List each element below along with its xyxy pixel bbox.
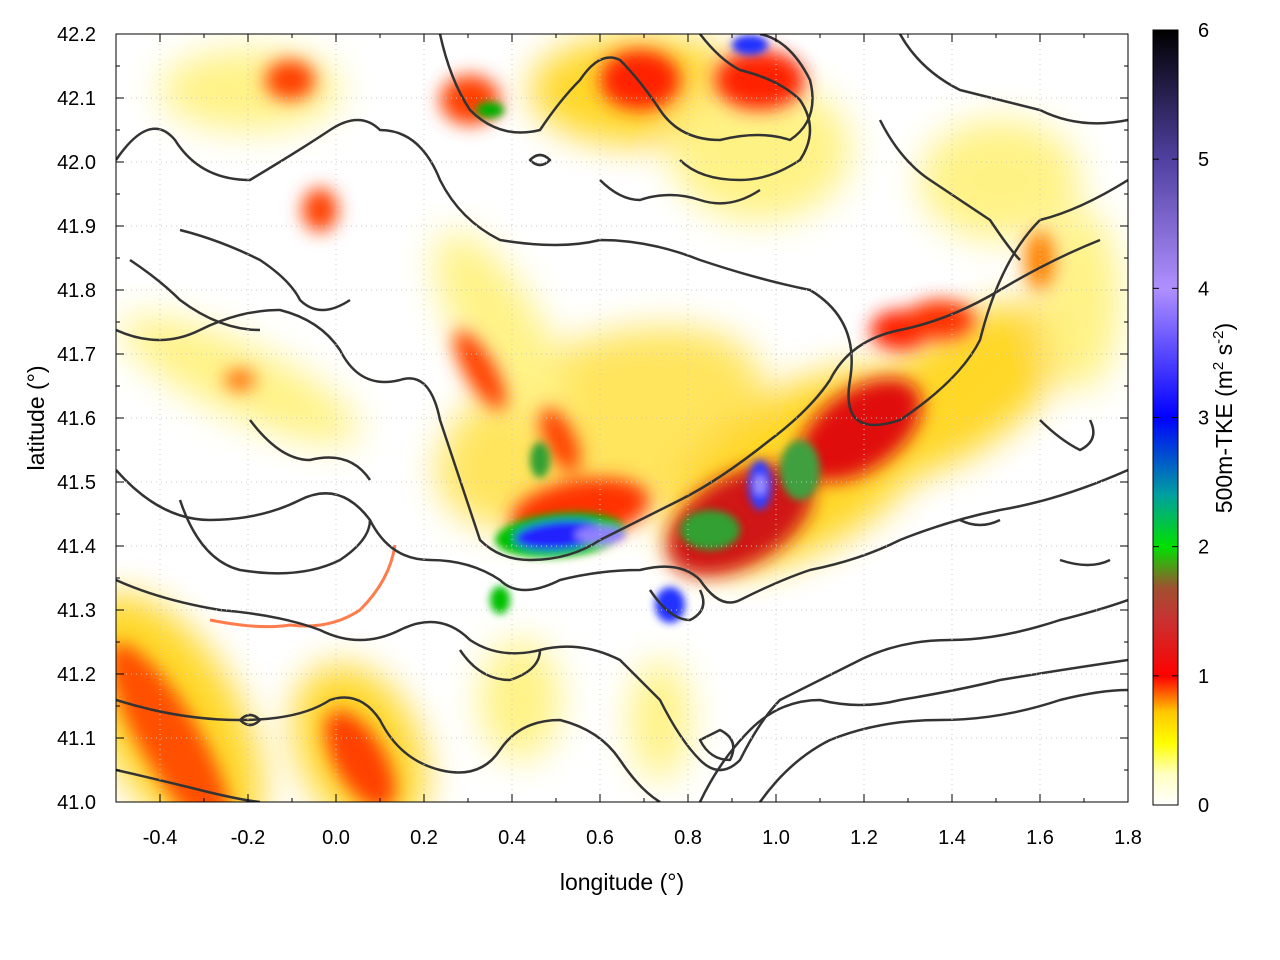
colorbar-tick-label: 6 xyxy=(1198,20,1209,42)
y-tick-label: 42.0 xyxy=(57,152,96,174)
grid-lines xyxy=(116,33,1129,803)
x-tick-label: 1.8 xyxy=(1114,827,1142,849)
x-tick-label: -0.4 xyxy=(143,827,177,849)
colorbar-label-prefix: 500m-TKE (m xyxy=(1211,370,1237,513)
colorbar-tick-label: 3 xyxy=(1198,408,1209,430)
x-tick-label: 1.0 xyxy=(762,827,790,849)
y-tick-label: 41.8 xyxy=(57,280,96,302)
terrain-contours xyxy=(116,34,1128,802)
colorbar-tick-marks xyxy=(1153,29,1178,806)
x-tick-label: 0.2 xyxy=(410,827,438,849)
y-tick-label: 41.1 xyxy=(57,728,96,750)
y-tick-label: 41.3 xyxy=(57,600,96,622)
x-tick-label: 0.8 xyxy=(674,827,702,849)
plot-frame xyxy=(115,33,1129,803)
y-tick-label: 41.2 xyxy=(57,664,96,686)
x-tick-label: 1.4 xyxy=(938,827,966,849)
y-tick-label: 42.1 xyxy=(57,88,96,110)
colorbar-tick-label: 5 xyxy=(1198,149,1209,171)
x-tick-label: 1.2 xyxy=(850,827,878,849)
colorbar-tick-label: 1 xyxy=(1198,666,1209,688)
colorbar-tick-label: 2 xyxy=(1198,537,1209,559)
colorbar-tick-labels: 0 1 2 3 4 5 6 xyxy=(1198,20,1209,817)
x-tick-label: 1.6 xyxy=(1026,827,1054,849)
x-tick-label: 0.0 xyxy=(322,827,350,849)
colorbar-tick-label: 0 xyxy=(1198,795,1209,817)
y-tick-label: 41.5 xyxy=(57,472,96,494)
colorbar-label: 500m-TKE (m2 s-2) xyxy=(1210,323,1237,513)
colorbar-tick-label: 4 xyxy=(1198,278,1209,300)
y-tick-label: 41.9 xyxy=(57,216,96,238)
x-tick-label: 0.4 xyxy=(498,827,526,849)
y-tick-label: 42.2 xyxy=(57,24,96,46)
y-tick-label: 41.4 xyxy=(57,536,96,558)
x-tick-label: 0.6 xyxy=(586,827,614,849)
y-tick-labels: 41.0 41.1 41.2 41.3 41.4 41.5 41.6 41.7 41.8 41.9… xyxy=(57,24,96,814)
y-tick-label: 41.6 xyxy=(57,408,96,430)
y-tick-label: 41.7 xyxy=(57,344,96,366)
colorbar-label-suffix: ) xyxy=(1211,323,1237,331)
y-axis-label: latitude (°) xyxy=(23,365,49,470)
tke-heatmap-field xyxy=(116,35,1120,802)
y-tick-label: 41.0 xyxy=(57,792,96,814)
colorbar-label-mid: s xyxy=(1211,344,1237,362)
colorbar-label-sup-1: 2 xyxy=(1210,362,1227,370)
colorbar-label-sup-2: -2 xyxy=(1210,330,1227,343)
x-tick-label: -0.2 xyxy=(231,827,265,849)
x-axis-label: longitude (°) xyxy=(560,869,684,895)
x-tick-labels: -0.4 -0.2 0.0 0.2 0.4 0.6 0.8 1.0 1.2 1.4 1.6 1.8 xyxy=(143,827,1142,849)
